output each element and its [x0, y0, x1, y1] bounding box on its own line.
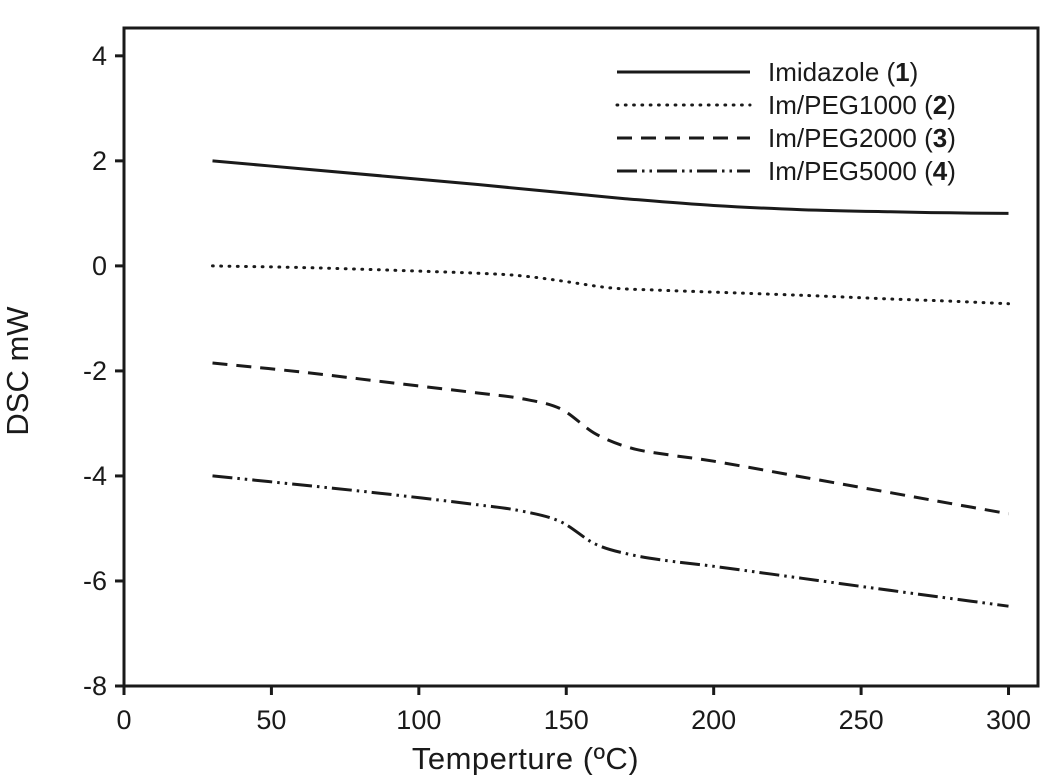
x-tick-label: 0	[116, 705, 131, 735]
x-tick-label: 100	[396, 705, 441, 735]
y-tick-label: -8	[83, 671, 107, 701]
y-tick-label: -2	[83, 356, 107, 386]
legend-compound-number: 2	[933, 90, 947, 120]
x-tick-label: 150	[544, 705, 589, 735]
series-line-imidazole	[212, 159, 1009, 215]
x-tick-label: 300	[986, 705, 1031, 735]
legend-compound-number: 1	[895, 57, 909, 87]
y-axis-label: DSC mW	[0, 306, 35, 436]
legend-compound-number: 4	[933, 156, 948, 186]
legend-label-2: Im/PEG1000 (2)	[768, 90, 956, 120]
series-line-im-peg5000	[212, 474, 1009, 608]
legend-label-3: Im/PEG2000 (3)	[768, 123, 956, 153]
y-tick-label: 4	[92, 41, 107, 71]
x-axis-label: Temperture (ºC)	[411, 741, 640, 775]
x-tick-label: 250	[839, 705, 884, 735]
legend: Imidazole (1)Im/PEG1000 (2)Im/PEG2000 (3…	[615, 57, 956, 186]
legend-label-1: Imidazole (1)	[768, 57, 918, 87]
x-tick-label: 200	[691, 705, 736, 735]
legend-compound-number: 3	[933, 123, 947, 153]
y-tick-label: -6	[83, 566, 107, 596]
legend-label-4: Im/PEG5000 (4)	[768, 156, 956, 186]
y-tick-label: 0	[92, 251, 107, 281]
series-line-im-peg1000	[211, 264, 1010, 306]
x-tick-label: 50	[256, 705, 286, 735]
plot-border	[122, 26, 1040, 688]
y-tick-label: 2	[92, 146, 107, 176]
y-tick-label: -4	[83, 461, 107, 491]
series-line-im-peg2000	[212, 361, 1009, 516]
